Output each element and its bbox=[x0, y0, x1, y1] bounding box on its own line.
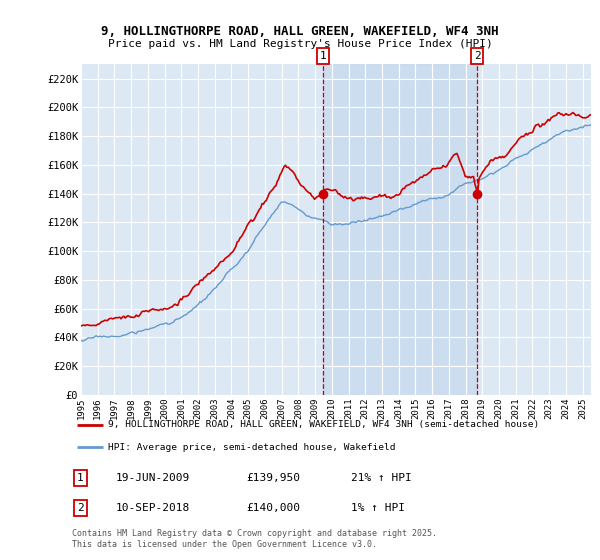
Text: 1% ↑ HPI: 1% ↑ HPI bbox=[351, 503, 405, 513]
Text: 2: 2 bbox=[77, 503, 83, 513]
Text: HPI: Average price, semi-detached house, Wakefield: HPI: Average price, semi-detached house,… bbox=[108, 443, 395, 452]
Text: 9, HOLLINGTHORPE ROAD, HALL GREEN, WAKEFIELD, WF4 3NH (semi-detached house): 9, HOLLINGTHORPE ROAD, HALL GREEN, WAKEF… bbox=[108, 421, 539, 430]
Text: 1: 1 bbox=[319, 51, 326, 61]
Text: Contains HM Land Registry data © Crown copyright and database right 2025.
This d: Contains HM Land Registry data © Crown c… bbox=[72, 529, 437, 549]
Text: 9, HOLLINGTHORPE ROAD, HALL GREEN, WAKEFIELD, WF4 3NH: 9, HOLLINGTHORPE ROAD, HALL GREEN, WAKEF… bbox=[101, 25, 499, 38]
Text: 10-SEP-2018: 10-SEP-2018 bbox=[116, 503, 190, 513]
Text: £140,000: £140,000 bbox=[247, 503, 301, 513]
Bar bbox=[323, 64, 477, 395]
Text: 21% ↑ HPI: 21% ↑ HPI bbox=[351, 473, 412, 483]
Text: £139,950: £139,950 bbox=[247, 473, 301, 483]
Text: 2: 2 bbox=[474, 51, 481, 61]
Text: 1: 1 bbox=[77, 473, 83, 483]
Text: Price paid vs. HM Land Registry's House Price Index (HPI): Price paid vs. HM Land Registry's House … bbox=[107, 39, 493, 49]
Text: 19-JUN-2009: 19-JUN-2009 bbox=[116, 473, 190, 483]
